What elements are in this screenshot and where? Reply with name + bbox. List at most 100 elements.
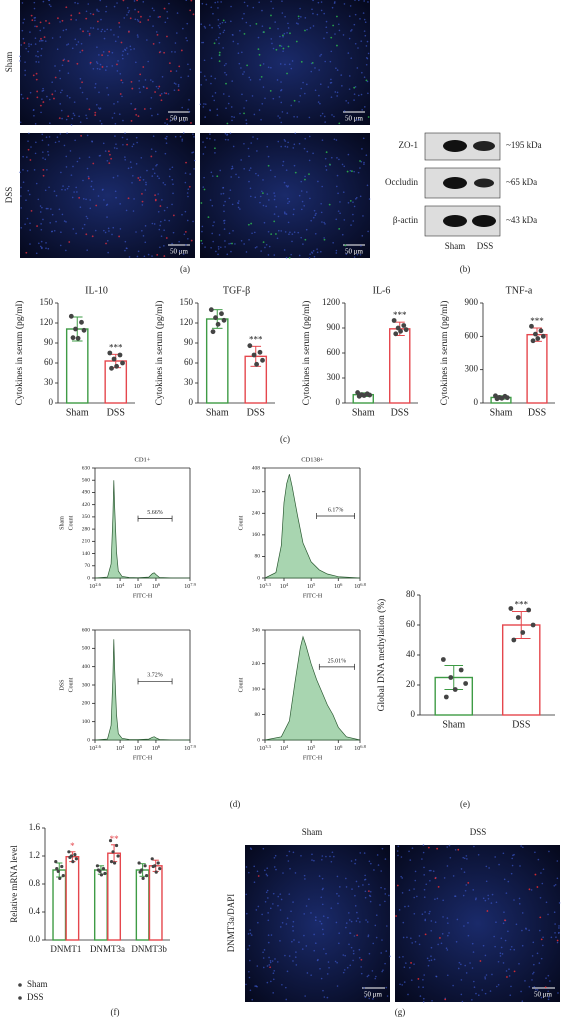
nucleus: [350, 860, 353, 862]
nucleus: [105, 10, 107, 13]
data-point: [448, 675, 454, 680]
nucleus: [202, 141, 204, 143]
nucleus: [201, 230, 203, 233]
nucleus: [34, 37, 37, 39]
nucleus: [126, 7, 129, 9]
data-point: [56, 869, 60, 874]
nucleus: [156, 175, 159, 178]
nucleus: [313, 255, 316, 258]
nucleus: [59, 103, 62, 105]
signal: [92, 162, 95, 165]
nucleus: [103, 37, 106, 40]
data-point: [452, 687, 458, 692]
nucleus: [427, 964, 430, 967]
nucleus: [359, 167, 361, 169]
y-tick-label: 0.8: [29, 878, 41, 888]
bar: [93, 869, 108, 941]
nucleus: [474, 898, 477, 901]
nucleus: [136, 34, 139, 36]
signal: [365, 79, 368, 82]
nucleus: [168, 175, 171, 178]
signal: [92, 13, 95, 16]
signal: [70, 14, 73, 17]
data-point: [215, 321, 221, 327]
nucleus: [355, 880, 358, 883]
nucleus: [430, 946, 433, 949]
nucleus: [304, 17, 307, 19]
nucleus: [124, 158, 127, 161]
y-tick-label: 630: [82, 465, 91, 471]
y-axis-label: Global DNA methylation (%): [376, 599, 387, 712]
band: [443, 215, 467, 227]
nucleus: [150, 97, 153, 99]
nucleus: [223, 219, 225, 222]
x-tick-label: 106: [152, 582, 161, 590]
nucleus: [128, 9, 131, 12]
nucleus: [422, 978, 424, 981]
nucleus: [149, 107, 152, 110]
y-tick-label: 0: [189, 397, 194, 407]
nucleus: [547, 998, 550, 1001]
nucleus: [85, 198, 87, 201]
band-name: β-actin: [393, 215, 419, 225]
nucleus: [71, 117, 74, 120]
x-tick-label: 106: [334, 744, 343, 752]
nucleus: [216, 108, 219, 111]
nucleus: [330, 50, 333, 53]
nucleus: [72, 228, 75, 230]
signal: [80, 134, 83, 137]
nucleus: [285, 923, 288, 925]
nucleus: [310, 912, 312, 914]
image: [200, 0, 370, 125]
nucleus: [50, 208, 52, 210]
panel-label: (a): [180, 264, 190, 274]
nucleus: [305, 228, 308, 231]
nucleus: [58, 208, 61, 211]
nucleus: [247, 948, 249, 950]
nucleus: [255, 985, 258, 987]
nucleus: [299, 7, 301, 10]
tick-exponent: 3.3: [265, 582, 271, 587]
nucleus: [99, 63, 102, 66]
nucleus: [74, 38, 77, 41]
nucleus: [75, 19, 77, 21]
nucleus: [193, 159, 196, 162]
nucleus: [121, 136, 124, 139]
nucleus: [471, 999, 473, 1001]
signal: [338, 122, 341, 125]
data-point: [151, 864, 155, 869]
nucleus: [324, 165, 327, 167]
nucleus: [49, 122, 51, 125]
nucleus: [240, 67, 242, 69]
nucleus: [193, 136, 195, 138]
nucleus: [249, 929, 251, 931]
data-point: [109, 365, 114, 371]
nucleus: [208, 24, 211, 26]
signal: [190, 239, 193, 242]
nucleus: [127, 167, 130, 170]
nucleus: [34, 25, 36, 28]
nucleus: [145, 183, 147, 186]
nucleus: [22, 181, 25, 184]
nucleus: [79, 51, 82, 53]
nucleus: [452, 984, 454, 987]
nucleus: [375, 975, 377, 978]
nucleus: [272, 97, 275, 100]
nucleus: [122, 57, 124, 60]
y-tick-label: 70: [85, 563, 91, 569]
nucleus: [342, 954, 345, 956]
signal: [139, 21, 142, 24]
nucleus: [66, 44, 68, 46]
nucleus: [280, 101, 283, 104]
bar: [65, 856, 80, 941]
nucleus: [273, 213, 276, 215]
nucleus: [48, 98, 51, 101]
nucleus: [286, 146, 289, 148]
nucleus: [275, 205, 278, 208]
data-point: [145, 874, 149, 878]
x-tick-label: DSS: [528, 407, 546, 418]
nucleus: [249, 167, 252, 169]
nucleus: [354, 86, 357, 88]
nucleus: [44, 40, 47, 42]
nucleus: [375, 936, 378, 939]
